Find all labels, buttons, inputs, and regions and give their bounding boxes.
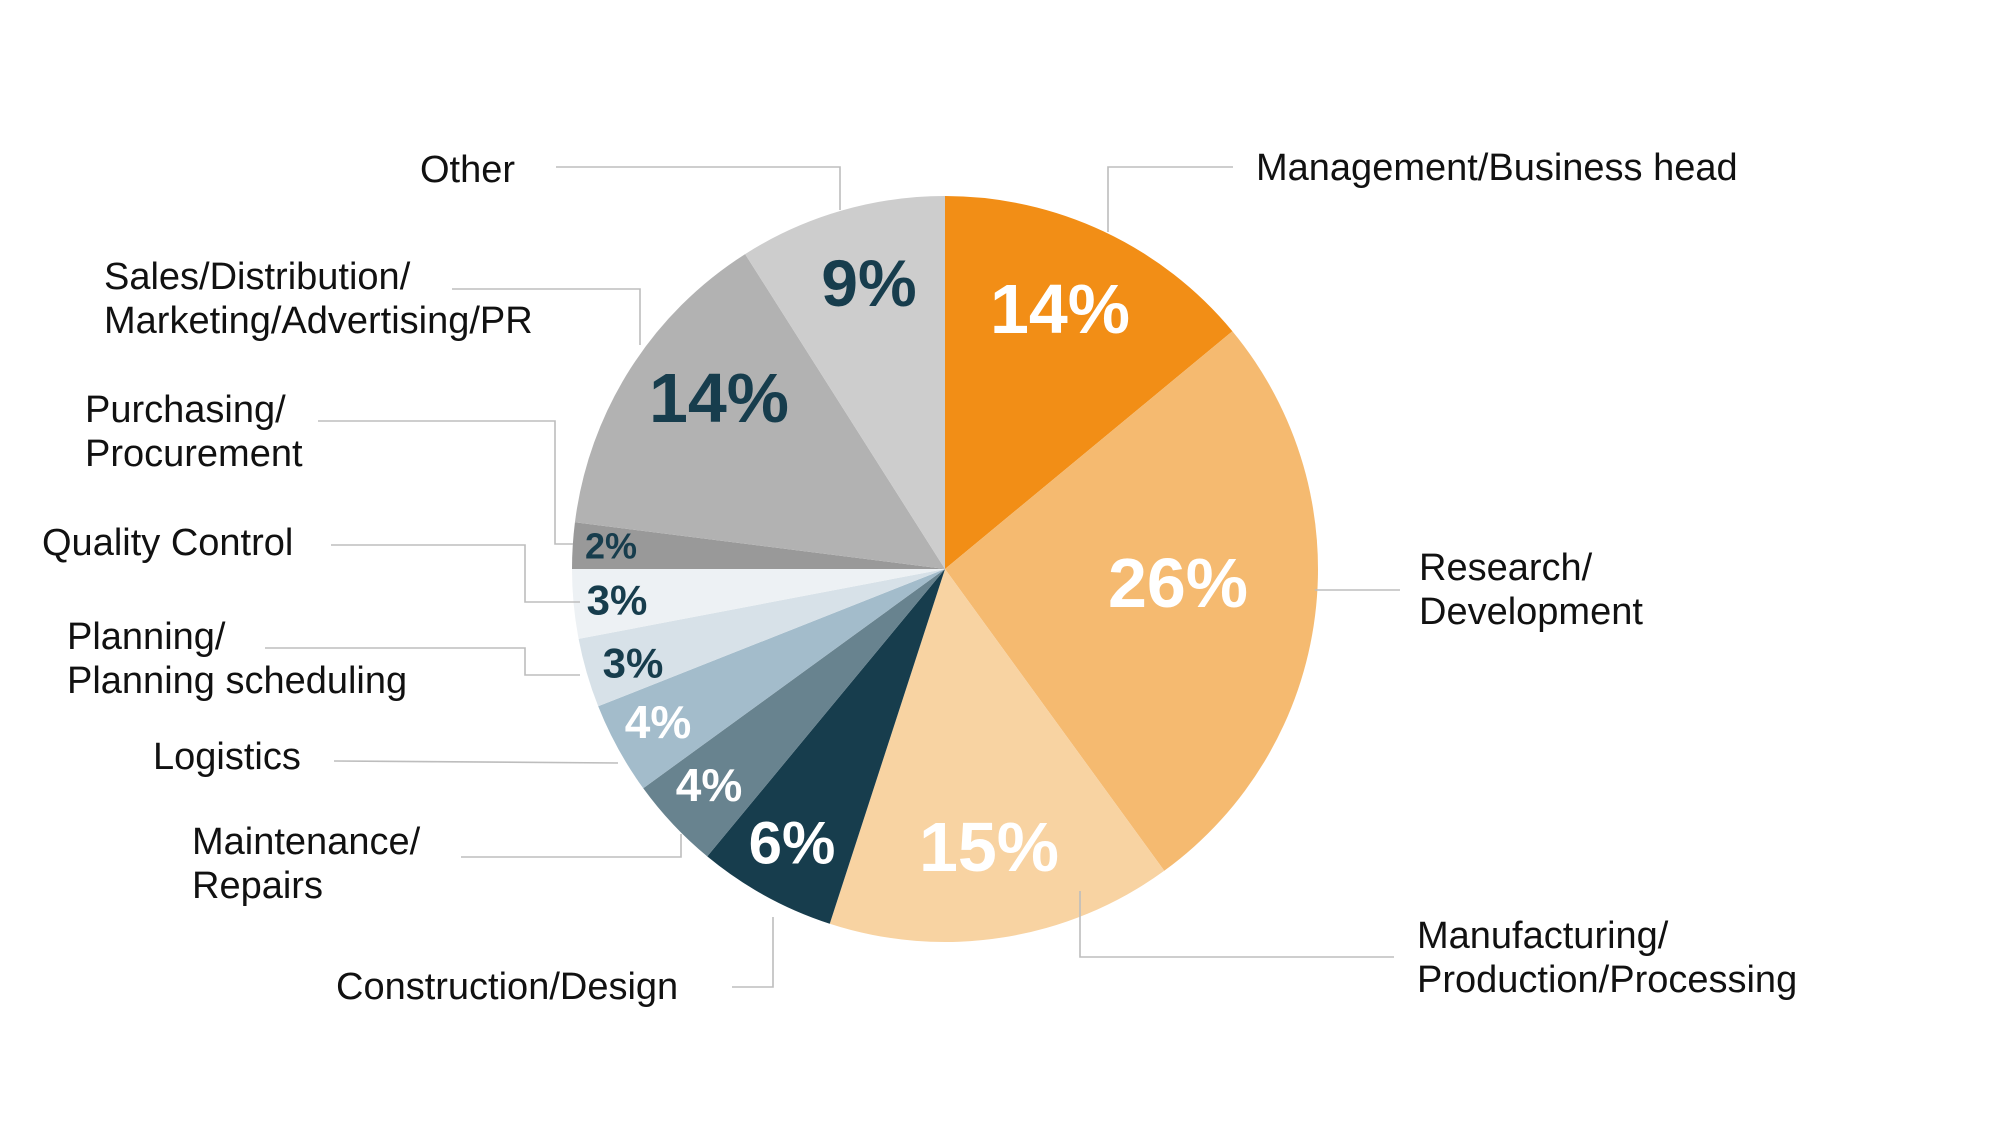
leader-line-construction bbox=[732, 917, 774, 988]
leader-line-other bbox=[556, 166, 841, 210]
pie-slice-management-business-head bbox=[945, 196, 1233, 569]
pie-slice-sales-distribution-marketing-advertising-pr bbox=[574, 254, 945, 570]
leader-line-manufacturing bbox=[1079, 891, 1394, 958]
data-label-quality-control: 3% bbox=[587, 577, 648, 624]
percent-labels: 14%26%15%6%4%4%3%3%2%14%9% bbox=[585, 246, 1248, 886]
data-label-construction-design: 6% bbox=[749, 810, 836, 877]
category-label-line: Marketing/Advertising/PR bbox=[104, 300, 533, 342]
category-label-line: Planning/ bbox=[67, 616, 226, 658]
category-labels: Management/Business head Research/Develop… bbox=[42, 147, 1797, 1008]
pie-slice-construction-design bbox=[707, 569, 945, 924]
category-label-logistics: Logistics bbox=[153, 736, 301, 778]
category-label-construction-design: Construction/Design bbox=[336, 966, 678, 1008]
category-label-manufacturing-production-processing: Manufacturing/Production/Processing bbox=[1417, 915, 1797, 1001]
category-label-purchasing-procurement: Purchasing/Procurement bbox=[85, 389, 303, 475]
category-label-line: Construction/Design bbox=[336, 966, 678, 1008]
leader-line-quality bbox=[331, 544, 580, 603]
category-label-line: Development bbox=[1419, 591, 1643, 633]
category-label-planning-planning-scheduling: Planning/Planning scheduling bbox=[67, 616, 407, 702]
leader-line-planning bbox=[265, 647, 580, 676]
data-label-other: 9% bbox=[821, 246, 916, 320]
leader-lines bbox=[265, 166, 1400, 988]
data-label-planning-planning-scheduling: 3% bbox=[603, 640, 664, 687]
data-label-logistics: 4% bbox=[625, 696, 691, 748]
pie-slice-research-development bbox=[945, 331, 1319, 871]
category-label-management-business-head: Management/Business head bbox=[1256, 147, 1738, 189]
leader-line-logistics bbox=[333, 760, 619, 764]
category-label-line: Manufacturing/ bbox=[1417, 915, 1669, 957]
category-label-line: Purchasing/ bbox=[85, 389, 286, 431]
category-label-line: Quality Control bbox=[42, 522, 293, 564]
data-label-manufacturing-production-processing: 15% bbox=[919, 808, 1059, 886]
pie-slice-quality-control bbox=[572, 569, 945, 639]
category-label-line: Management/Business head bbox=[1256, 147, 1738, 189]
pie-slice-purchasing-procurement bbox=[572, 522, 945, 569]
category-label-line: Research/ bbox=[1419, 547, 1593, 589]
data-label-management-business-head: 14% bbox=[990, 270, 1130, 348]
pie-slice-planning-planning-scheduling bbox=[578, 569, 945, 707]
data-label-purchasing-procurement: 2% bbox=[585, 526, 637, 567]
category-label-maintenance-repairs: Maintenance/Repairs bbox=[192, 821, 421, 907]
leader-line-maintenance bbox=[461, 834, 682, 858]
leader-line-sales bbox=[452, 288, 641, 345]
pie-slice-other bbox=[745, 196, 945, 569]
category-label-other: Other bbox=[420, 149, 515, 191]
category-label-line: Repairs bbox=[192, 865, 323, 907]
leader-line-purchasing bbox=[318, 420, 573, 545]
pie-slices bbox=[572, 196, 1319, 943]
pie-slice-maintenance-repairs bbox=[643, 569, 945, 857]
category-label-line: Logistics bbox=[153, 736, 301, 778]
category-label-line: Other bbox=[420, 149, 515, 191]
category-label-line: Production/Processing bbox=[1417, 959, 1797, 1001]
data-label-research-development: 26% bbox=[1108, 544, 1248, 622]
category-label-sales-distribution-marketing-advertising-pr: Sales/Distribution/Marketing/Advertising… bbox=[104, 256, 533, 342]
data-label-sales-distribution-marketing-advertising-pr: 14% bbox=[649, 359, 789, 437]
pie-slice-logistics bbox=[598, 569, 945, 789]
pie-slice-manufacturing-production-processing bbox=[829, 569, 1165, 943]
category-label-line: Procurement bbox=[85, 433, 303, 475]
category-label-quality-control: Quality Control bbox=[42, 522, 293, 564]
category-label-line: Sales/Distribution/ bbox=[104, 256, 411, 298]
category-label-line: Maintenance/ bbox=[192, 821, 421, 863]
category-label-line: Planning scheduling bbox=[67, 660, 407, 702]
data-label-maintenance-repairs: 4% bbox=[676, 759, 742, 811]
leader-line-management bbox=[1107, 166, 1233, 232]
category-label-research-development: Research/Development bbox=[1419, 547, 1643, 633]
